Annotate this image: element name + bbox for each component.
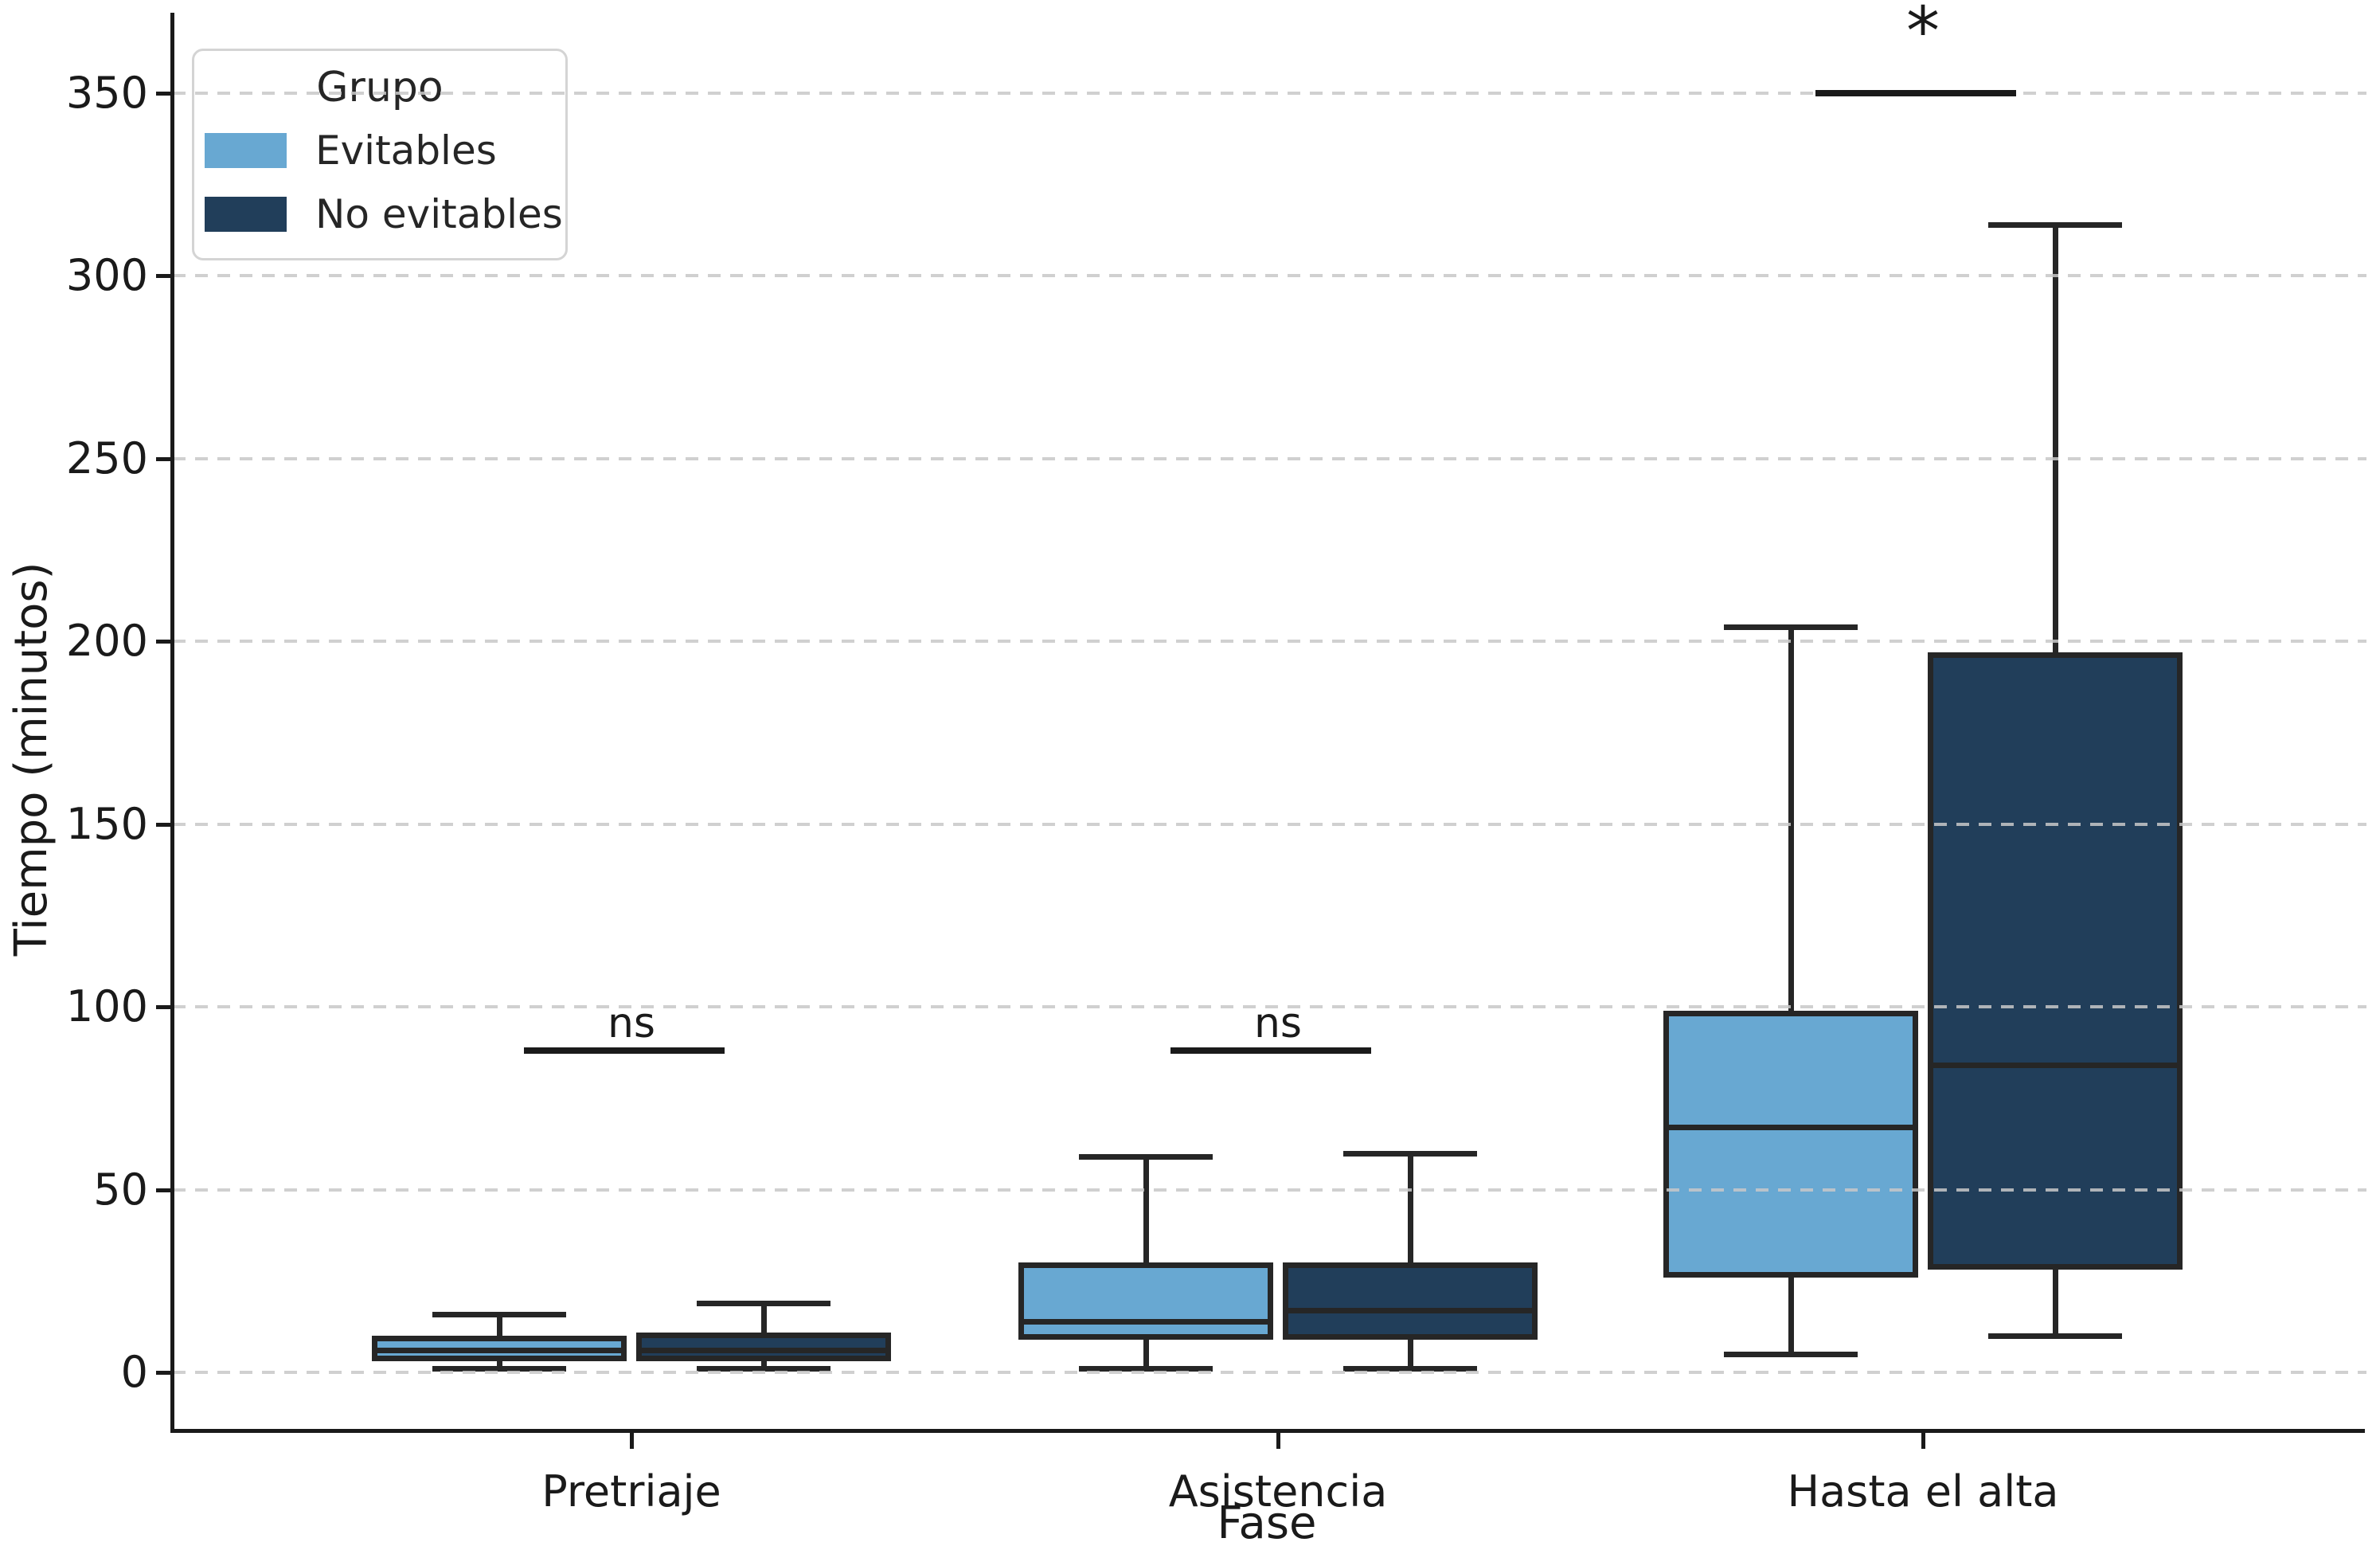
legend-item-no-evitables: No evitables [205,191,563,237]
significance-label-1: ns [1253,1000,1303,1048]
y-tick-50 [156,1188,173,1192]
y-tick-label-350: 350 [65,67,148,118]
lower-whisker-evitables-pretriaje [497,1361,502,1369]
y-tick-0 [156,1371,173,1375]
median-no-evitables-asistencia [1283,1307,1538,1313]
legend-label-no-evitables: No evitables [315,191,563,237]
min-cap-evitables-pretriaje [432,1366,566,1372]
y-tick-250 [156,456,173,461]
x-tick-2 [1921,1433,1925,1449]
median-no-evitables-hasta-el-alta [1928,1063,2183,1069]
max-cap-evitables-pretriaje [432,1311,566,1317]
gridline-250 [173,456,2366,460]
y-tick-200 [156,640,173,644]
max-cap-evitables-asistencia [1079,1154,1213,1160]
y-axis-line [170,13,174,1433]
significance-label-2: * [1906,0,1940,70]
legend-title: Grupo [316,64,444,112]
upper-whisker-no-evitables-hasta-el-alta [2053,224,2058,652]
evitables-color-swatch [205,133,287,168]
box-no-evitables-pretriaje [636,1332,891,1362]
gridline-0 [173,1371,2366,1374]
upper-whisker-no-evitables-asistencia [1408,1153,1413,1263]
y-tick-300 [156,274,173,278]
min-cap-evitables-asistencia [1079,1366,1213,1372]
significance-bar-1 [1170,1047,1371,1055]
upper-whisker-evitables-asistencia [1143,1157,1149,1263]
x-axis-line [170,1429,2365,1433]
median-evitables-pretriaje [372,1348,627,1354]
significance-bar-0 [524,1047,725,1055]
y-tick-label-50: 50 [93,1164,148,1215]
min-cap-no-evitables-asistencia [1343,1366,1477,1372]
upper-whisker-evitables-pretriaje [497,1313,502,1337]
gridline-350 [173,91,2366,95]
lower-whisker-evitables-asistencia [1143,1339,1149,1369]
y-tick-label-250: 250 [65,432,148,483]
lower-whisker-no-evitables-hasta-el-alta [2053,1270,2058,1337]
legend: Grupo Evitables No evitables [192,49,568,260]
max-cap-no-evitables-asistencia [1343,1150,1477,1157]
lower-whisker-evitables-hasta-el-alta [1788,1277,1794,1355]
median-evitables-hasta-el-alta [1663,1125,1918,1131]
lower-whisker-no-evitables-asistencia [1408,1339,1413,1369]
y-tick-350 [156,91,173,96]
x-tick-label-0: Pretriaje [541,1466,721,1517]
gridline-300 [173,274,2366,277]
median-evitables-asistencia [1018,1318,1273,1325]
median-no-evitables-pretriaje [636,1348,891,1354]
gridline-150 [173,822,2366,826]
upper-whisker-evitables-hasta-el-alta [1788,626,1794,1011]
significance-bar-2 [1815,89,2016,96]
legend-label-evitables: Evitables [315,127,497,174]
y-tick-label-100: 100 [65,981,148,1031]
significance-label-0: ns [607,1000,656,1048]
y-tick-150 [156,822,173,827]
y-axis-title: Tiempo (minutos) [6,562,57,957]
legend-item-evitables: Evitables [205,127,497,174]
max-cap-evitables-hasta-el-alta [1724,624,1858,630]
x-tick-0 [630,1433,634,1449]
box-no-evitables-asistencia [1283,1262,1538,1340]
min-cap-no-evitables-pretriaje [697,1366,830,1372]
gridline-50 [173,1188,2366,1192]
min-cap-evitables-hasta-el-alta [1724,1352,1858,1358]
lower-whisker-no-evitables-pretriaje [761,1361,767,1369]
x-tick-1 [1276,1433,1280,1449]
gridline-200 [173,640,2366,643]
y-tick-label-200: 200 [65,616,148,666]
box-no-evitables-hasta-el-alta [1928,652,2183,1270]
x-tick-label-1: Asistencia [1168,1466,1388,1517]
upper-whisker-no-evitables-pretriaje [761,1302,767,1333]
max-cap-no-evitables-pretriaje [697,1300,830,1306]
min-cap-no-evitables-hasta-el-alta [1988,1333,2122,1340]
y-tick-label-150: 150 [65,798,148,849]
box-evitables-asistencia [1018,1262,1273,1340]
y-tick-label-0: 0 [120,1347,148,1397]
max-cap-no-evitables-hasta-el-alta [1988,221,2122,228]
box-evitables-hasta-el-alta [1663,1010,1918,1278]
no-evitables-color-swatch [205,197,287,232]
x-axis-title: Fase [1217,1497,1317,1546]
y-tick-100 [156,1005,173,1009]
gridline-100 [173,1005,2366,1008]
y-tick-label-300: 300 [65,250,148,300]
x-tick-label-2: Hasta el alta [1787,1466,2059,1517]
